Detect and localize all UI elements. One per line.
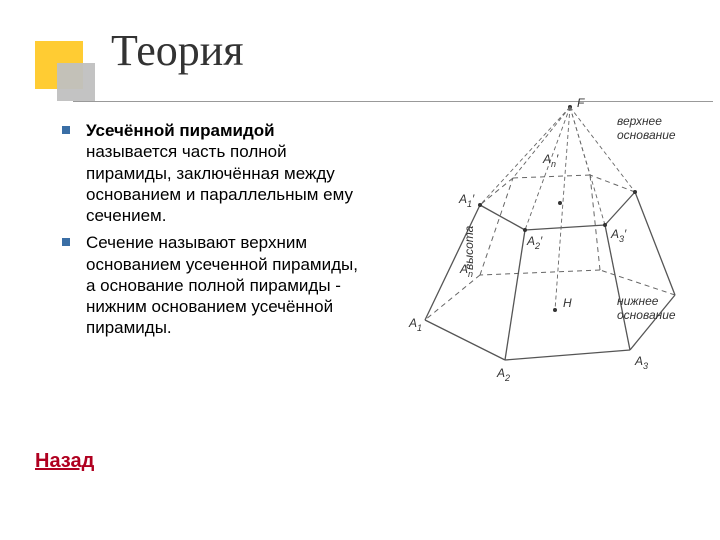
back-link[interactable]: Назад [35, 450, 94, 473]
bullet-icon [62, 126, 70, 134]
bullet-icon [62, 238, 70, 246]
lead-term: Усечённой пирамидой [86, 121, 275, 140]
svg-text:A3′: A3′ [610, 227, 627, 244]
bot-caption-2: основание [617, 308, 676, 322]
item-text: Сечение называют верхним основанием усеч… [86, 233, 358, 337]
svg-text:A1′: A1′ [458, 192, 475, 209]
svg-text:A2: A2 [496, 366, 510, 383]
svg-text:A2′: A2′ [526, 234, 543, 251]
bot-caption-1: нижнее [617, 294, 659, 308]
list-item: Сечение называют верхним основанием усеч… [60, 232, 370, 338]
list-item: Усечённой пирамидой называется часть пол… [60, 120, 370, 226]
svg-text:A1: A1 [408, 316, 422, 333]
apex-label: F [577, 96, 585, 110]
body-text: Усечённой пирамидой называется часть пол… [60, 120, 370, 345]
top-caption-1: верхнее [617, 114, 662, 128]
H-label: H [563, 296, 572, 310]
frustum-diagram: .solid { stroke:#555; stroke-width:1.3; … [385, 95, 705, 385]
slide-title: Теория [111, 25, 244, 76]
top-caption-2: основание [617, 128, 676, 142]
item-text: называется часть полной пирамиды, заключ… [86, 142, 353, 225]
svg-text:An′: An′ [542, 152, 559, 169]
svg-text:A3: A3 [634, 354, 648, 371]
title-decor-front [57, 63, 95, 101]
